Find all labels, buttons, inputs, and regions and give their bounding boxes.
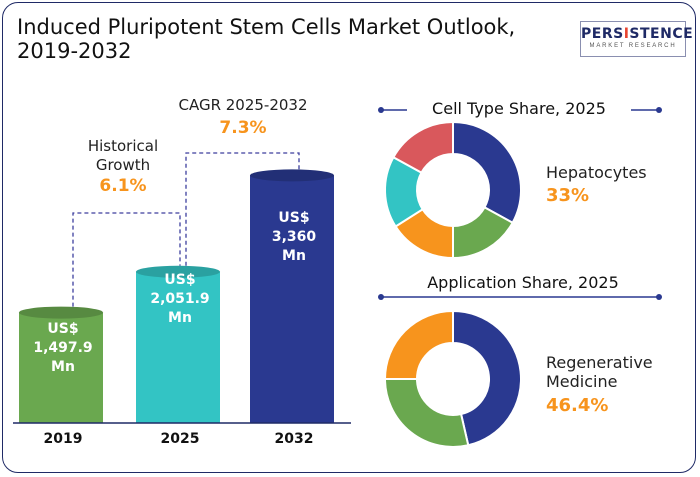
application-donut <box>383 309 522 448</box>
application-title: Application Share, 2025 <box>403 273 643 292</box>
page-title: Induced Pluripotent Stem Cells Market Ou… <box>17 15 537 63</box>
cagr-connector <box>185 152 300 266</box>
historical-growth-connector <box>72 212 181 307</box>
page-title-line-1: Induced Pluripotent Stem Cells Market Ou… <box>17 15 516 39</box>
bar-cap-2019 <box>19 306 103 319</box>
cagr-label: CAGR 2025-2032 <box>178 96 308 114</box>
regenerative-medicine-label: Regenerative Medicine <box>546 353 653 391</box>
donut-app-slice-2 <box>383 309 454 380</box>
application-rule-dot-right <box>656 294 662 300</box>
growth-connectors <box>72 152 300 307</box>
bar-value-label-2025: US$ 2,051.9 Mn <box>150 272 210 326</box>
chart-canvas <box>13 107 662 448</box>
hepatocytes-value: 33% <box>546 185 590 206</box>
regenerative-medicine-value: 46.4% <box>546 395 609 416</box>
bar-cap-2025 <box>136 265 220 278</box>
bar-2025 <box>136 271 220 423</box>
x-tick-2032: 2032 <box>274 431 314 447</box>
x-tick-2025: 2025 <box>160 431 200 447</box>
cell-type-title: Cell Type Share, 2025 <box>432 99 606 118</box>
historical-label-2: Growth <box>95 156 151 174</box>
cell-type-donut <box>384 120 522 260</box>
hepatocytes-label: Hepatocytes <box>546 163 647 182</box>
logo-tagline: MARKET RESEARCH <box>589 43 677 49</box>
bar-value-label-2019: US$ 1,497.9 Mn <box>33 321 93 375</box>
donut-app-slice-1 <box>383 378 470 448</box>
historical-growth-annotation: Historical Growth 6.1% <box>73 137 173 197</box>
donut-app-slice-0 <box>452 309 522 447</box>
logo-wordmark: PERSISTENCE <box>581 26 694 42</box>
cagr-annotation: CAGR 2025-2032 7.3% <box>173 96 313 139</box>
bar-series <box>13 169 351 424</box>
donut-cell-slice-4 <box>392 120 454 175</box>
bar-2019 <box>19 312 103 423</box>
company-logo: PERSISTENCE MARKET RESEARCH <box>580 21 694 57</box>
cell-type-rule-dot-left <box>378 107 384 113</box>
bar-2032 <box>250 175 334 423</box>
cagr-value: 7.3% <box>219 118 267 138</box>
cell-type-rule-dot-right <box>656 107 662 113</box>
page-title-line-2: 2019-2032 <box>17 39 132 63</box>
infographic-frame: Induced Pluripotent Stem Cells Market Ou… <box>2 2 696 473</box>
historical-label-1: Historical <box>87 137 159 155</box>
historical-growth-value: 6.1% <box>99 176 147 196</box>
bar-cap-2032 <box>250 169 334 182</box>
application-rule-dot-left <box>378 294 384 300</box>
bar-value-label-2032: US$ 3,360 Mn <box>271 210 317 264</box>
donut-cell-slice-0 <box>452 120 522 225</box>
x-tick-2019: 2019 <box>43 431 83 447</box>
